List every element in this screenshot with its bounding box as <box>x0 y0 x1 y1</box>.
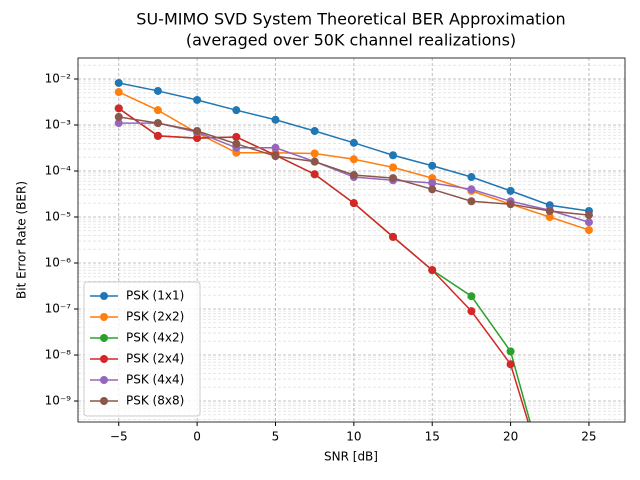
data-point <box>428 185 437 194</box>
x-tick-label: 10 <box>346 430 361 444</box>
data-point <box>389 232 398 241</box>
data-point <box>310 157 319 166</box>
data-point <box>584 211 593 220</box>
legend-label: PSK (1x1) <box>126 289 184 303</box>
data-point <box>153 131 162 140</box>
data-point <box>232 132 241 141</box>
data-point <box>349 199 358 208</box>
data-point <box>467 185 476 194</box>
data-point <box>467 173 476 182</box>
data-point <box>271 152 280 161</box>
legend-marker <box>100 397 108 405</box>
data-point <box>467 307 476 316</box>
data-point <box>389 151 398 160</box>
data-point <box>114 119 123 128</box>
data-point <box>584 218 593 227</box>
data-point <box>232 106 241 115</box>
data-point <box>467 197 476 206</box>
data-point <box>428 161 437 170</box>
data-point <box>349 138 358 147</box>
data-point <box>506 200 515 209</box>
data-point <box>153 119 162 128</box>
data-point <box>310 127 319 136</box>
legend-label: PSK (4x4) <box>126 373 184 387</box>
data-point <box>114 88 123 97</box>
legend-marker <box>100 313 108 321</box>
data-point <box>310 149 319 158</box>
data-point <box>193 95 202 104</box>
y-tick-label: 10⁻² <box>45 71 72 85</box>
x-axis-label: SNR [dB] <box>324 450 378 464</box>
data-point <box>114 112 123 121</box>
data-point <box>545 213 554 222</box>
y-tick-label: 10⁻⁸ <box>45 348 72 362</box>
legend-marker <box>100 292 108 300</box>
data-point <box>349 155 358 164</box>
y-tick-label: 10⁻⁶ <box>45 256 72 270</box>
x-tick-label: −5 <box>110 430 128 444</box>
legend-label: PSK (4x2) <box>126 331 184 345</box>
y-tick-label: 10⁻³ <box>45 117 72 131</box>
y-tick-label: 10⁻⁹ <box>45 394 72 408</box>
data-point <box>153 86 162 95</box>
data-point <box>114 104 123 113</box>
x-tick-label: 0 <box>193 430 201 444</box>
y-axis-label: Bit Error Rate (BER) <box>15 181 29 299</box>
legend-marker <box>100 376 108 384</box>
x-tick-label: 20 <box>503 430 518 444</box>
legend-label: PSK (2x4) <box>126 352 184 366</box>
data-point <box>506 186 515 195</box>
y-tick-label: 10⁻⁵ <box>45 210 72 224</box>
data-point <box>193 127 202 136</box>
data-point <box>271 115 280 124</box>
plot-area <box>114 78 593 422</box>
x-tick-label: 5 <box>272 430 280 444</box>
x-tick-label: 15 <box>425 430 440 444</box>
chart-subtitle: (averaged over 50K channel realizations) <box>186 31 516 50</box>
series-line <box>118 82 590 212</box>
data-point <box>232 139 241 148</box>
data-point <box>310 170 319 179</box>
legend-marker <box>100 355 108 363</box>
data-point <box>389 174 398 183</box>
legend-box <box>83 281 201 417</box>
data-point <box>153 106 162 115</box>
y-tick-label: 10⁻⁴ <box>45 164 72 178</box>
data-point <box>389 163 398 172</box>
y-tick-label: 10⁻⁷ <box>45 302 72 316</box>
data-point <box>584 226 593 235</box>
data-point <box>428 266 437 275</box>
data-point <box>428 178 437 187</box>
legend-label: PSK (2x2) <box>126 310 184 324</box>
data-point <box>193 134 202 143</box>
data-point <box>506 347 515 356</box>
data-point <box>506 360 515 369</box>
data-point <box>114 78 123 87</box>
legend-marker <box>100 334 108 342</box>
axes-frame <box>77 57 626 423</box>
data-point <box>349 170 358 179</box>
data-point <box>271 143 280 152</box>
x-tick-label: 25 <box>581 430 596 444</box>
data-point <box>545 207 554 216</box>
chart-title: SU-MIMO SVD System Theoretical BER Appro… <box>136 10 565 29</box>
data-point <box>467 292 476 301</box>
legend-label: PSK (8x8) <box>126 394 184 408</box>
